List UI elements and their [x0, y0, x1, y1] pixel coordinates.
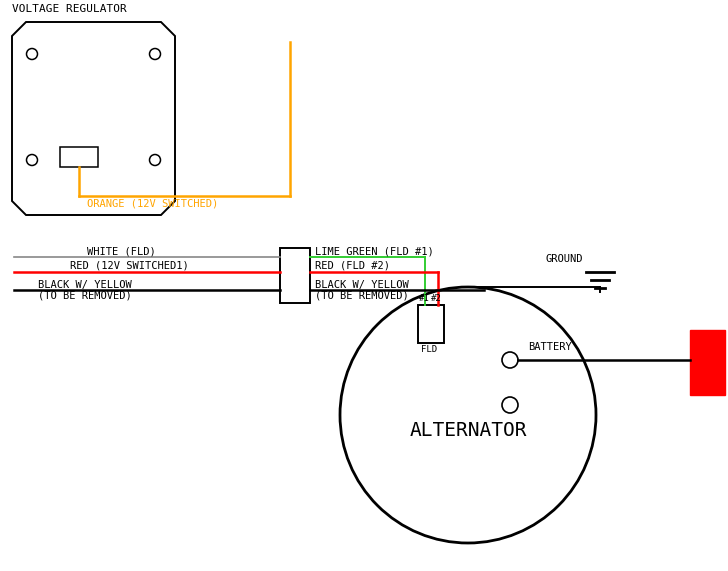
- Text: BATTERY: BATTERY: [528, 342, 571, 352]
- Text: GROUND: GROUND: [545, 254, 582, 264]
- Text: RED (FLD #2): RED (FLD #2): [315, 261, 390, 271]
- Text: #2: #2: [431, 294, 442, 303]
- Bar: [690, 330, 725, 395]
- Text: #1: #1: [419, 294, 430, 303]
- Text: FLD: FLD: [421, 345, 437, 354]
- Text: BLACK W/ YELLOW: BLACK W/ YELLOW: [315, 280, 408, 290]
- Text: WHITE (FLD): WHITE (FLD): [87, 246, 156, 256]
- Text: BLACK W/ YELLOW: BLACK W/ YELLOW: [38, 280, 132, 290]
- Text: LIME GREEN (FLD #1): LIME GREEN (FLD #1): [315, 246, 434, 256]
- Text: VOLTAGE REGULATOR: VOLTAGE REGULATOR: [12, 4, 127, 14]
- Bar: [60, 147, 98, 167]
- Text: (TO BE REMOVED): (TO BE REMOVED): [38, 290, 132, 300]
- Bar: [280, 248, 310, 303]
- Text: ORANGE (12V SWITCHED): ORANGE (12V SWITCHED): [87, 199, 218, 209]
- Text: RED (12V SWITCHED1): RED (12V SWITCHED1): [70, 261, 189, 271]
- Text: ALTERNATOR: ALTERNATOR: [409, 420, 527, 440]
- Bar: [418, 305, 444, 343]
- Text: (TO BE REMOVED): (TO BE REMOVED): [315, 290, 408, 300]
